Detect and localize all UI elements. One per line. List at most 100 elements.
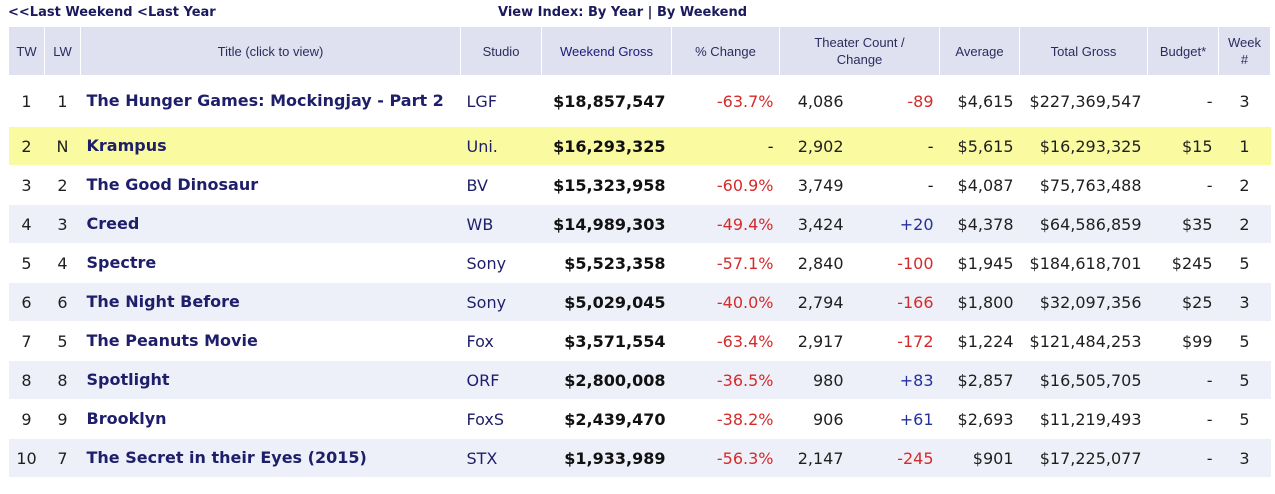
studio-link[interactable]: Sony xyxy=(460,282,542,322)
average: $1,224 xyxy=(939,321,1020,361)
studio-link[interactable]: Fox xyxy=(460,321,542,361)
table-row: 5 4 Spectre Sony $5,523,358 -57.1% 2,840 -100 $1… xyxy=(8,243,1271,283)
header-weekend-gross[interactable]: Weekend Gross xyxy=(541,26,672,76)
studio-link[interactable]: Uni. xyxy=(460,126,542,166)
theater-change: +83 xyxy=(849,360,940,400)
rank-last-week: 1 xyxy=(44,75,81,127)
theater-change: -245 xyxy=(849,438,940,478)
weekend-gross: $3,571,554 xyxy=(541,321,672,361)
weekend-gross: $15,323,958 xyxy=(541,165,672,205)
movie-title-link[interactable]: Spectre xyxy=(80,243,461,283)
rank-last-week: 9 xyxy=(44,399,81,439)
theater-count: 3,424 xyxy=(779,204,850,244)
rank-this-week: 10 xyxy=(8,438,45,478)
table-row: 6 6 The Night Before Sony $5,029,045 -40.0% 2,… xyxy=(8,282,1271,322)
header-total-gross[interactable]: Total Gross xyxy=(1019,26,1149,76)
by-weekend-link[interactable]: By Weekend xyxy=(656,5,748,20)
average: $2,693 xyxy=(939,399,1020,439)
weekend-gross: $2,800,008 xyxy=(541,360,672,400)
rank-last-week: 2 xyxy=(44,165,81,205)
header-budget[interactable]: Budget* xyxy=(1147,26,1220,76)
studio-link[interactable]: ORF xyxy=(460,360,542,400)
weekend-gross: $16,293,325 xyxy=(541,126,672,166)
rank-this-week: 3 xyxy=(8,165,45,205)
table-row: 2 N Krampus Uni. $16,293,325-2,902- $5,615 $16… xyxy=(8,126,1271,166)
average: $2,857 xyxy=(939,360,1020,400)
week-number: 3 xyxy=(1218,75,1271,127)
header-theater-count[interactable]: Theater Count / Change xyxy=(778,26,941,76)
rank-this-week: 4 xyxy=(8,204,45,244)
week-number: 2 xyxy=(1218,165,1271,205)
rank-this-week: 7 xyxy=(8,321,45,361)
rank-last-week: 5 xyxy=(44,321,81,361)
studio-link[interactable]: WB xyxy=(460,204,542,244)
view-index-navigation: View Index: By Year | By Weekend xyxy=(498,5,747,20)
total-gross: $64,586,859 xyxy=(1019,204,1148,244)
budget: $15 xyxy=(1147,126,1219,166)
studio-link[interactable]: FoxS xyxy=(460,399,542,439)
header-studio[interactable]: Studio xyxy=(460,26,542,76)
movie-title-link[interactable]: Brooklyn xyxy=(80,399,461,439)
period-navigation: <<Last Weekend <Last Year xyxy=(8,5,216,20)
table-row: 3 2 The Good Dinosaur BV $15,323,958 -60.9% 3,… xyxy=(8,165,1271,205)
header-lw[interactable]: LW xyxy=(44,26,81,76)
budget: $99 xyxy=(1147,321,1219,361)
budget: - xyxy=(1147,438,1219,478)
header-week[interactable]: Week # xyxy=(1218,26,1272,76)
header-tw[interactable]: TW xyxy=(8,26,45,76)
week-number: 5 xyxy=(1218,321,1271,361)
theater-count: 2,902 xyxy=(779,126,850,166)
by-year-link[interactable]: By Year xyxy=(587,5,644,20)
table-row: 7 5 The Peanuts Movie Fox $3,571,554 -63.4% 2,… xyxy=(8,321,1271,361)
movie-title-link[interactable]: The Secret in their Eyes (2015) xyxy=(80,438,461,478)
studio-link[interactable]: BV xyxy=(460,165,542,205)
table-row: 10 7 The Secret in their Eyes (2015) STX $1,… xyxy=(8,438,1271,478)
weekend-gross: $5,523,358 xyxy=(541,243,672,283)
rank-last-week: 3 xyxy=(44,204,81,244)
budget: - xyxy=(1147,165,1219,205)
budget: - xyxy=(1147,360,1219,400)
movie-title-link[interactable]: The Night Before xyxy=(80,282,461,322)
studio-link[interactable]: STX xyxy=(460,438,542,478)
budget: - xyxy=(1147,399,1219,439)
studio-link[interactable]: Sony xyxy=(460,243,542,283)
week-number: 1 xyxy=(1218,126,1271,166)
header-week-hash: # xyxy=(1240,52,1249,67)
movie-title-link[interactable]: The Good Dinosaur xyxy=(80,165,461,205)
studio-link[interactable]: LGF xyxy=(460,75,542,127)
rank-this-week: 8 xyxy=(8,360,45,400)
last-year-link[interactable]: <Last Year xyxy=(137,5,216,20)
movie-title-link[interactable]: The Peanuts Movie xyxy=(80,321,461,361)
theater-count: 3,749 xyxy=(779,165,850,205)
total-gross: $16,293,325 xyxy=(1019,126,1148,166)
budget: $35 xyxy=(1147,204,1219,244)
header-pct-change[interactable]: % Change xyxy=(671,26,780,76)
header-average[interactable]: Average xyxy=(939,26,1021,76)
movie-title-link[interactable]: The Hunger Games: Mockingjay - Part 2 xyxy=(80,75,461,127)
rank-this-week: 5 xyxy=(8,243,45,283)
percent-change: -63.4% xyxy=(671,321,780,361)
total-gross: $17,225,077 xyxy=(1019,438,1148,478)
movie-title-link[interactable]: Krampus xyxy=(80,126,461,166)
theater-change: -172 xyxy=(849,321,940,361)
total-gross: $16,505,705 xyxy=(1019,360,1148,400)
header-theater-count-label: Theater Count / xyxy=(814,35,905,50)
percent-change: -60.9% xyxy=(671,165,780,205)
box-office-table: TW LW Title (click to view) Studio Weeke… xyxy=(8,26,1272,478)
budget: $245 xyxy=(1147,243,1219,283)
average: $4,615 xyxy=(939,75,1020,127)
theater-count: 2,794 xyxy=(779,282,850,322)
theater-change: - xyxy=(849,126,940,166)
header-title[interactable]: Title (click to view) xyxy=(80,26,461,76)
percent-change: -36.5% xyxy=(671,360,780,400)
last-weekend-link[interactable]: <<Last Weekend xyxy=(8,5,133,20)
theater-change: -89 xyxy=(849,75,940,127)
weekend-gross: $1,933,989 xyxy=(541,438,672,478)
top-navigation: <<Last Weekend <Last Year View Index: By… xyxy=(0,0,1275,26)
movie-title-link[interactable]: Spotlight xyxy=(80,360,461,400)
rank-this-week: 9 xyxy=(8,399,45,439)
percent-change: -63.7% xyxy=(671,75,780,127)
movie-title-link[interactable]: Creed xyxy=(80,204,461,244)
